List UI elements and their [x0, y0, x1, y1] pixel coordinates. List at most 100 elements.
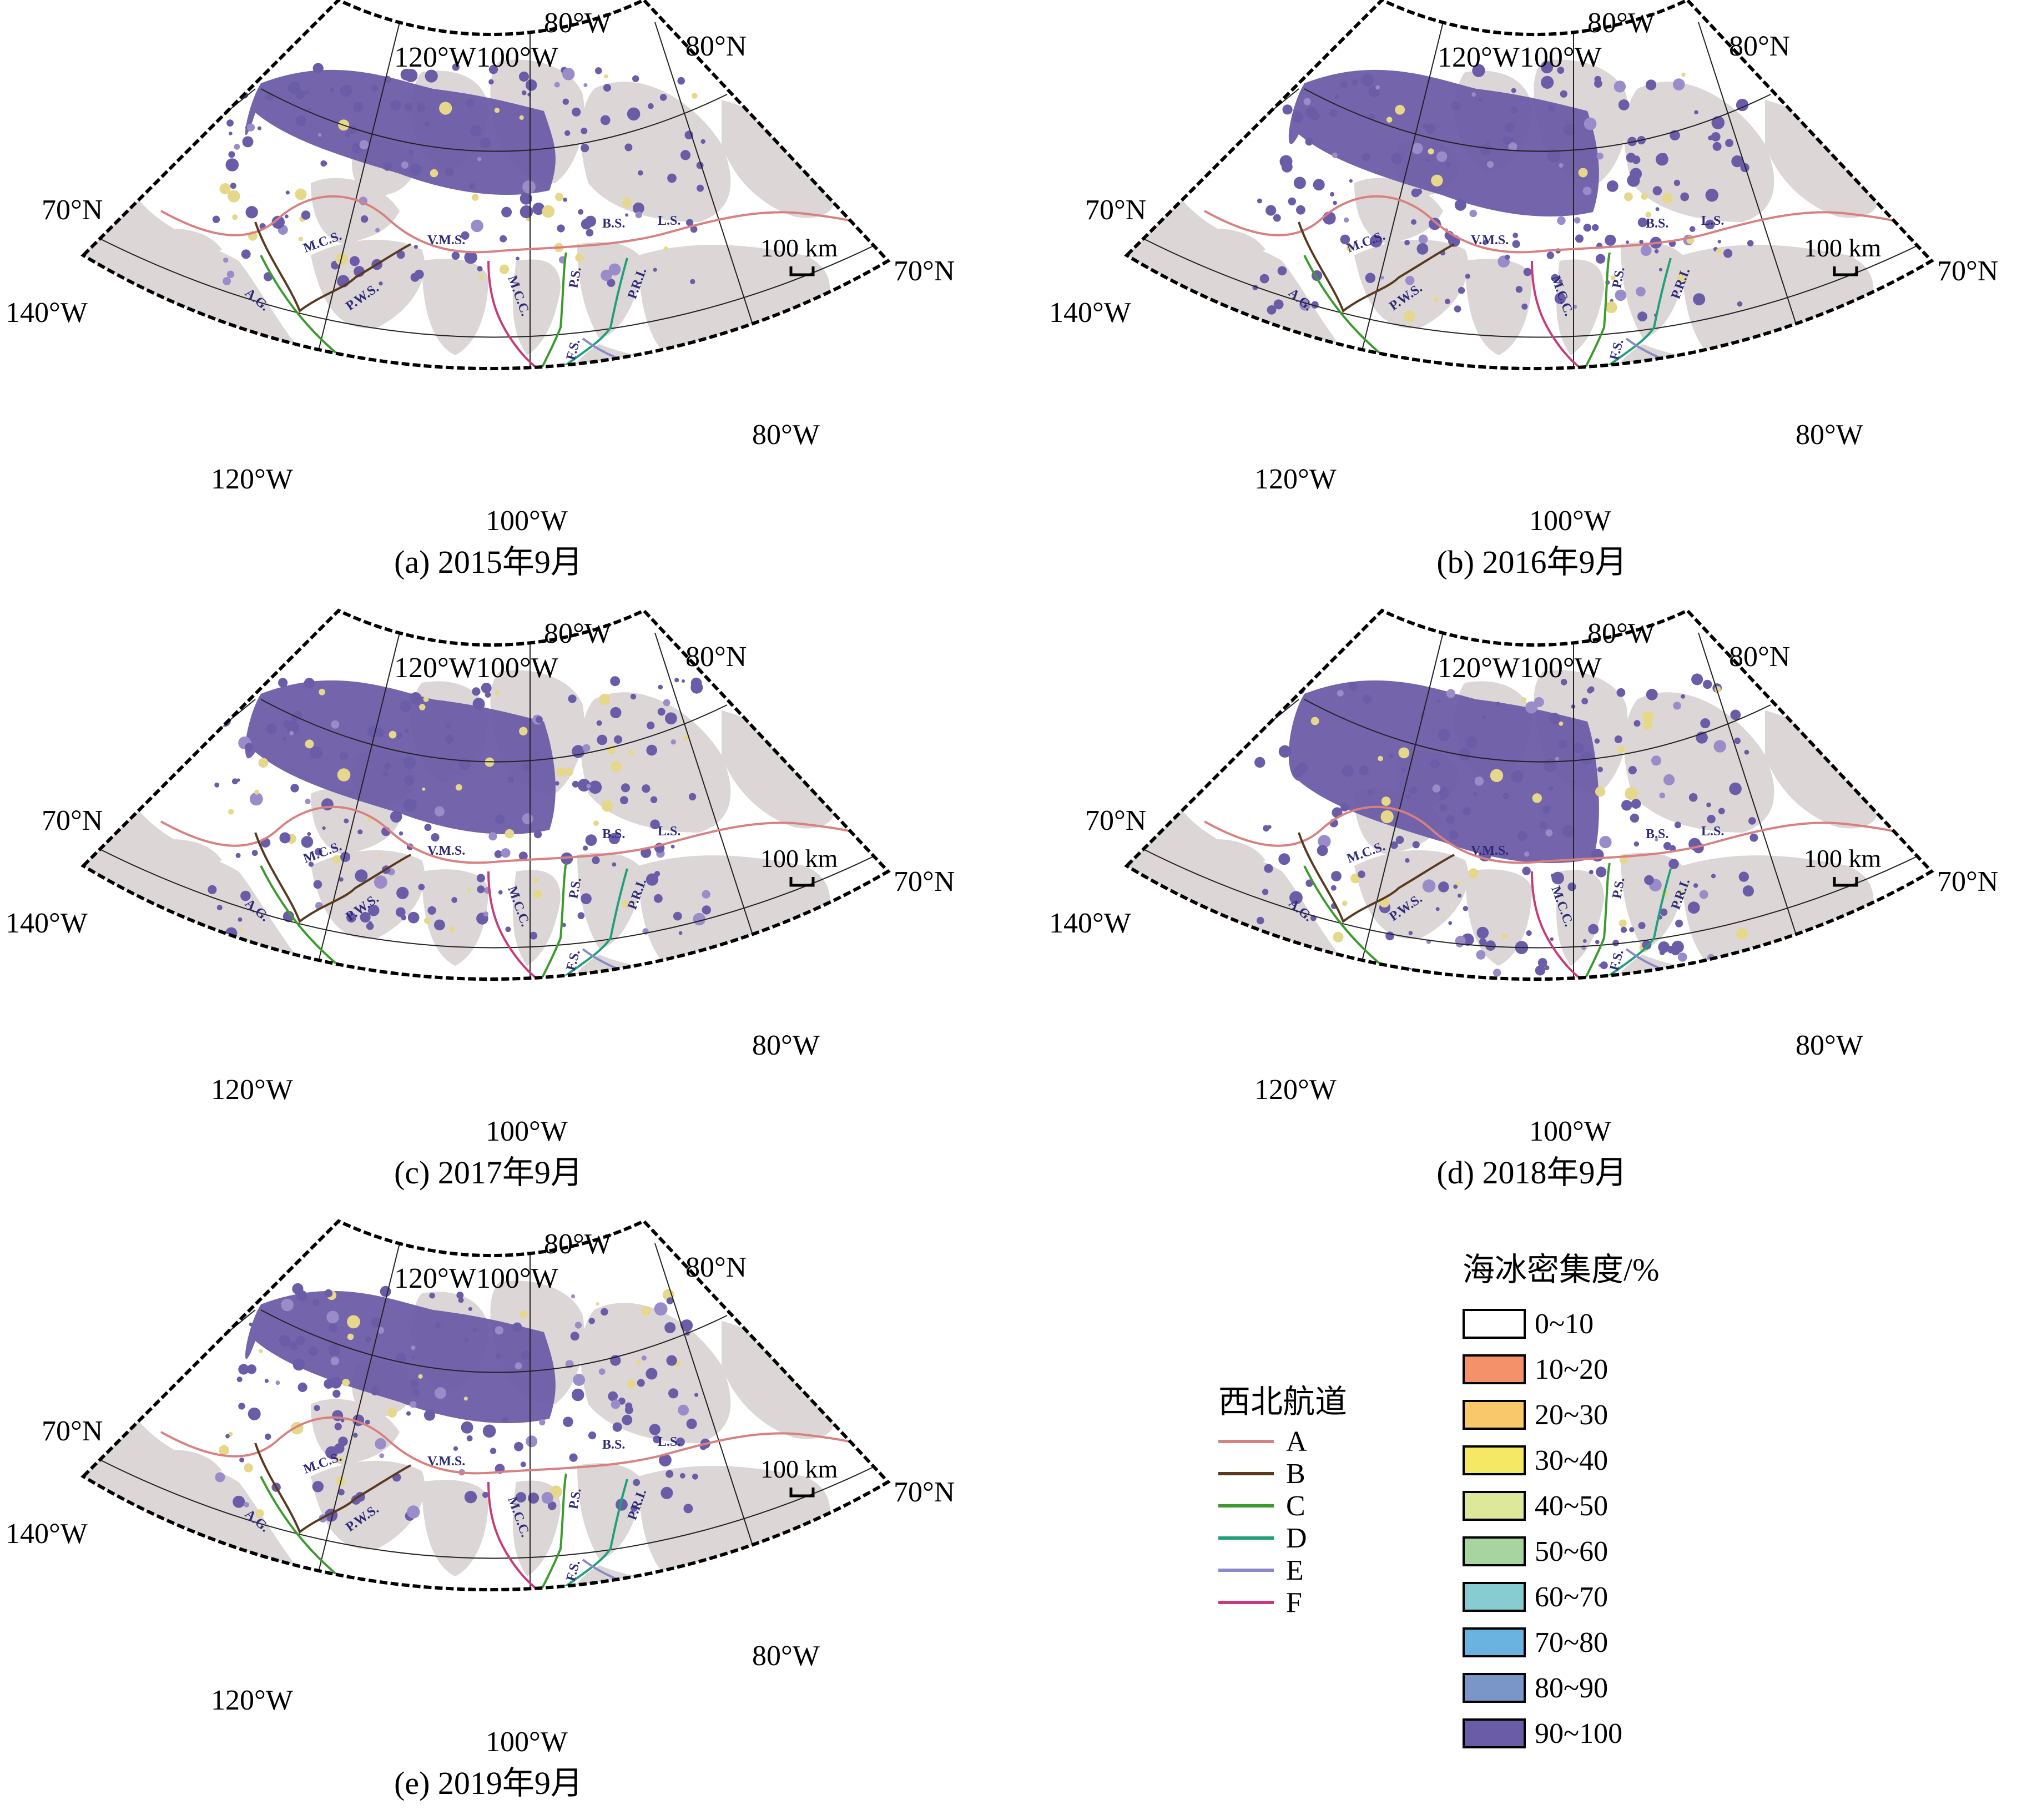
ice-speckle [1473, 792, 1478, 796]
ice-speckle [1545, 829, 1553, 836]
ice-speckle [583, 845, 588, 851]
ice-speckle [1671, 940, 1684, 953]
ice-speckle [1340, 803, 1349, 811]
ice-speckle [1448, 921, 1453, 925]
strait-label: C.G. [394, 1662, 421, 1677]
sea-ice [215, 1283, 710, 1522]
ice-speckle [1458, 287, 1465, 294]
ice-speckle [1434, 297, 1439, 303]
ice-speckle [1614, 735, 1622, 743]
ice-speckle [1428, 148, 1434, 155]
ice-speckle [581, 144, 589, 153]
ice-speckle [1486, 161, 1494, 168]
ice-speckle [485, 692, 491, 698]
ice-speckle [636, 1359, 641, 1365]
ice-speckle [549, 1485, 562, 1498]
ice-speckle [1342, 900, 1348, 906]
map-svg: A.G. M.C.S. P.W.S. V.M.S. B.S. L.S. P.S.… [6, 608, 955, 1147]
ice-speckle [1606, 180, 1618, 192]
ice-speckle [1626, 240, 1630, 244]
ice-speckle [308, 108, 312, 112]
ice-speckle [451, 251, 460, 260]
label-100w: 100°W [1529, 505, 1611, 537]
ice-speckle [630, 693, 637, 700]
ice-speckle [1422, 123, 1427, 128]
land-mass [422, 259, 488, 355]
scale-bar-line [1833, 877, 1858, 887]
ice-speckle [367, 726, 379, 738]
ice-speckle [1627, 174, 1640, 187]
ice-speckle [702, 890, 710, 899]
ice-speckle [1257, 916, 1264, 925]
ice-speckle [495, 690, 500, 696]
ice-speckle [229, 132, 233, 135]
ice-speckle [445, 167, 454, 177]
strait-label: Q.M.G. [1535, 447, 1578, 461]
ice-speckle [622, 1414, 633, 1425]
ice-swatch [1463, 1491, 1526, 1521]
ice-speckle [1562, 825, 1575, 838]
ice-speckle [463, 1396, 468, 1401]
strait-label: V.S. [1591, 1022, 1610, 1047]
land-mass [638, 245, 830, 360]
ice-speckle [1543, 759, 1557, 772]
ice-speckle [607, 279, 616, 287]
ice-speckle [670, 739, 677, 745]
ice-speckle [374, 875, 387, 889]
ice-speckle [403, 798, 417, 812]
ice-speckle [578, 209, 584, 215]
ice-speckle [342, 1379, 350, 1387]
ice-legend-item: 20~30 [1463, 1392, 1796, 1438]
ice-speckle [266, 723, 277, 734]
ice-speckle [1521, 697, 1527, 703]
ice-speckle [254, 789, 260, 795]
ice-speckle [308, 1347, 318, 1357]
ice-speckle [533, 889, 542, 899]
strait-label: B.S. [1646, 827, 1668, 841]
ice-speckle [429, 1293, 435, 1299]
ice-speckle [410, 1401, 417, 1408]
label-top-pair: 120°W100°W [394, 652, 558, 684]
scale-bar-label: 100 km [760, 234, 838, 262]
strait-label: G.B. [631, 1577, 660, 1601]
scale-bar-line [789, 266, 815, 276]
ice-speckle [668, 1388, 679, 1399]
ice-speckle [346, 912, 356, 923]
route-swatch [1218, 1536, 1274, 1540]
ice-speckle [1596, 153, 1604, 160]
ice-speckle [258, 758, 269, 768]
ice-speckle [1436, 699, 1441, 704]
ice-speckle [1711, 132, 1721, 142]
ice-speckle [1596, 866, 1607, 878]
label-140w: 140°W [6, 1518, 88, 1550]
ice-speckle [345, 132, 350, 137]
ice-speckle [214, 78, 224, 88]
ice-speckle [627, 1379, 636, 1389]
ice-speckle [1398, 747, 1410, 759]
map-content: A.G. M.C.S. P.W.S. V.M.S. B.S. L.S. P.S.… [1127, 22, 1932, 461]
ice-speckle [313, 880, 322, 889]
ice-speckle [1389, 753, 1394, 758]
ice-speckle [478, 274, 484, 280]
ice-speckle [431, 833, 440, 842]
ice-speckle [279, 832, 291, 844]
map-panel-b: A.G. M.C.S. P.W.S. V.M.S. B.S. L.S. P.S.… [1043, 0, 2020, 580]
ice-speckle [494, 850, 502, 858]
ice-speckle [604, 74, 608, 79]
route-legend-item: F [1218, 1586, 1418, 1619]
ice-label: 30~40 [1535, 1444, 1609, 1476]
ice-speckle [477, 885, 485, 894]
graticule-120w [288, 1243, 400, 1590]
strait-label: G.B. [1675, 356, 1704, 380]
ice-speckle [1395, 104, 1405, 115]
graticule-70n [99, 238, 878, 338]
ice-speckle [496, 1353, 502, 1359]
ice-speckle [225, 158, 239, 172]
ice-speckle [1289, 891, 1303, 905]
ice-speckle [235, 853, 241, 858]
ice-speckle [285, 190, 290, 195]
strait-label: G.B. [631, 356, 660, 380]
ice-speckle [375, 1438, 386, 1450]
ice-speckle [1522, 866, 1531, 875]
ice-speckle [693, 912, 706, 926]
